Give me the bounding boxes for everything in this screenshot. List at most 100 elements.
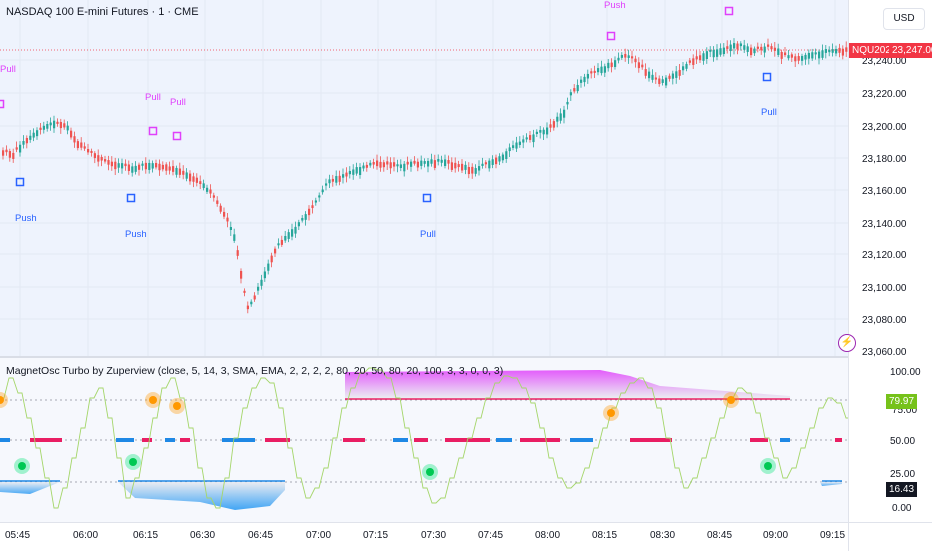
candle-body xyxy=(131,166,134,173)
price-tick: 23,080.00 xyxy=(862,315,907,326)
candle-body xyxy=(457,164,460,168)
candle-body xyxy=(291,229,294,237)
candle-body xyxy=(127,164,130,171)
osc-mid-segment xyxy=(265,438,290,442)
osc-tick: 0.00 xyxy=(892,503,912,514)
signal-square-marker xyxy=(126,193,136,203)
candle-body xyxy=(280,239,283,245)
osc-mid-segment xyxy=(630,438,672,442)
candle-body xyxy=(505,151,508,159)
candle-body xyxy=(107,160,110,165)
signal-dot xyxy=(607,409,615,417)
candle-body xyxy=(498,156,501,162)
price-tick: 23,100.00 xyxy=(862,283,907,294)
candle-body xyxy=(746,46,749,52)
candle-body xyxy=(209,189,212,194)
lightning-icon[interactable]: ⚡ xyxy=(838,334,856,352)
osc-mid-segment xyxy=(222,438,255,442)
candle-body xyxy=(396,164,399,167)
candle-body xyxy=(739,43,742,47)
candle-body xyxy=(161,164,164,170)
candle-body xyxy=(138,164,141,170)
price-tick: 23,160.00 xyxy=(862,186,907,197)
time-tick: 06:30 xyxy=(190,530,216,541)
candle-body xyxy=(277,243,280,246)
candle-body xyxy=(185,172,188,179)
time-tick: 09:00 xyxy=(763,530,789,541)
candle-body xyxy=(328,179,331,184)
candle-body xyxy=(736,43,739,50)
candle-body xyxy=(59,121,62,129)
candle-body xyxy=(546,127,549,135)
candle-body xyxy=(804,54,807,60)
candlestick-chart[interactable] xyxy=(0,0,848,356)
candle-body xyxy=(36,130,39,137)
oversold-zone xyxy=(820,482,842,486)
candle-body xyxy=(552,121,555,128)
candle-body xyxy=(549,124,552,128)
oscillator-chart[interactable] xyxy=(0,358,848,522)
time-tick: 07:30 xyxy=(421,530,447,541)
time-axis[interactable] xyxy=(0,522,848,551)
candle-body xyxy=(743,45,746,50)
candle-body xyxy=(311,205,314,209)
candle-body xyxy=(87,149,90,153)
candle-body xyxy=(461,163,464,171)
osc-tick: 75.00 xyxy=(892,405,918,416)
candle-body xyxy=(406,161,409,165)
candle-body xyxy=(634,58,637,63)
candle-body xyxy=(777,48,780,55)
candle-body xyxy=(733,43,736,49)
candle-body xyxy=(450,162,453,170)
time-tick: 08:15 xyxy=(592,530,618,541)
candle-body xyxy=(685,63,688,69)
candle-body xyxy=(811,52,814,59)
signal-square-marker xyxy=(15,177,25,187)
candle-body xyxy=(501,154,504,161)
currency-button[interactable]: USD xyxy=(883,8,925,30)
pane-divider[interactable] xyxy=(0,356,848,358)
candle-body xyxy=(413,160,416,164)
osc-mid-segment xyxy=(30,438,62,442)
candle-body xyxy=(773,47,776,51)
candle-body xyxy=(100,156,103,161)
candle-body xyxy=(144,162,147,170)
candle-body xyxy=(97,155,100,162)
candle-body xyxy=(484,162,487,165)
candle-body xyxy=(641,64,644,68)
candle-body xyxy=(410,161,413,167)
candle-body xyxy=(365,164,368,168)
price-axis[interactable] xyxy=(848,0,932,522)
time-tick: 06:45 xyxy=(248,530,274,541)
candle-body xyxy=(512,145,515,148)
signal-square-marker xyxy=(0,99,5,109)
time-tick: 07:45 xyxy=(478,530,504,541)
candle-body xyxy=(39,127,42,130)
candle-body xyxy=(566,101,569,105)
candle-body xyxy=(206,187,209,192)
osc-tick: 25.00 xyxy=(890,469,916,480)
candle-body xyxy=(110,161,113,167)
candle-body xyxy=(828,49,831,53)
candle-body xyxy=(508,147,511,152)
osc-mid-segment xyxy=(343,438,365,442)
push-label: Push xyxy=(125,229,147,240)
candle-body xyxy=(620,54,623,58)
candle-body xyxy=(692,58,695,65)
indicator-title[interactable]: MagnetOsc Turbo by Zuperview (close, 5, … xyxy=(6,365,504,377)
osc-tick: 100.00 xyxy=(890,367,921,378)
candle-body xyxy=(246,305,249,310)
osc-mid-segment xyxy=(393,438,408,442)
candle-body xyxy=(464,164,467,170)
candle-body xyxy=(399,164,402,168)
candle-body xyxy=(702,53,705,61)
candle-body xyxy=(236,250,239,256)
symbol-title[interactable]: NASDAQ 100 E-mini Futures · 1 · CME xyxy=(6,6,199,18)
candle-body xyxy=(321,189,324,193)
candle-body xyxy=(56,121,59,124)
candle-body xyxy=(362,165,365,169)
pull-label: Pull xyxy=(0,64,16,75)
candle-body xyxy=(532,134,535,143)
candle-body xyxy=(481,163,484,166)
candle-body xyxy=(437,158,440,162)
